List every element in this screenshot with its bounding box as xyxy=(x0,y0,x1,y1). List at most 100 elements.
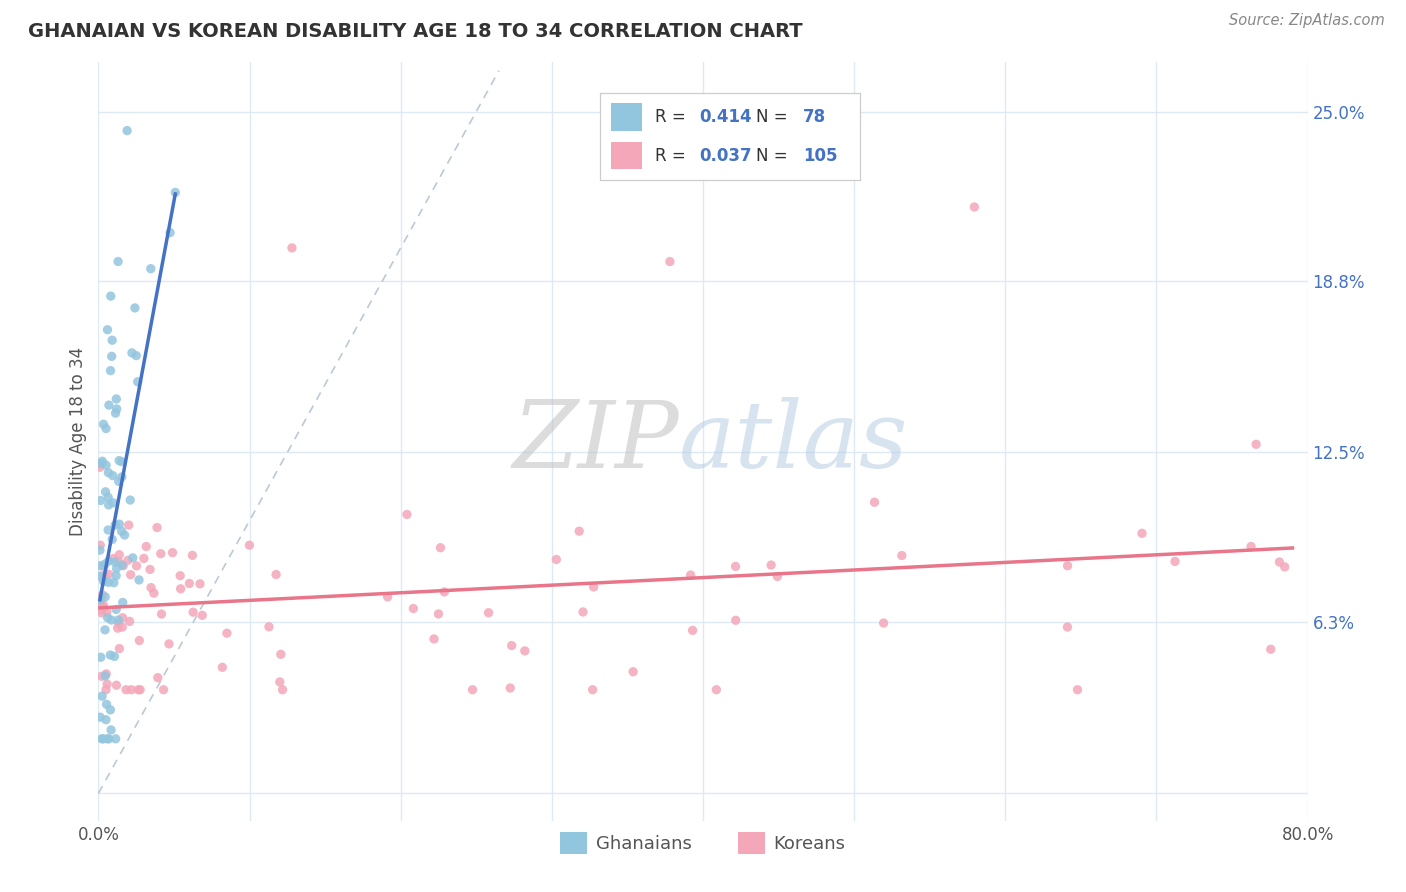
Point xyxy=(211,660,233,674)
Point xyxy=(872,615,894,630)
Point xyxy=(264,567,287,582)
Point xyxy=(963,200,986,214)
Point xyxy=(402,601,425,615)
Point xyxy=(91,689,114,703)
Point xyxy=(89,460,111,475)
Point xyxy=(91,731,114,746)
Point xyxy=(582,580,605,594)
Point xyxy=(120,682,142,697)
Point xyxy=(682,624,704,638)
Point xyxy=(105,561,128,575)
Point xyxy=(89,569,111,583)
Point xyxy=(105,392,128,406)
Point xyxy=(107,616,129,631)
Point xyxy=(149,547,172,561)
Point xyxy=(101,533,124,547)
Point xyxy=(115,682,138,697)
Point xyxy=(105,678,128,692)
Point xyxy=(111,455,134,469)
Point xyxy=(104,406,127,420)
Point xyxy=(238,538,260,552)
Text: atlas: atlas xyxy=(679,397,908,486)
Point xyxy=(581,682,603,697)
Point xyxy=(257,620,280,634)
Point xyxy=(97,491,120,505)
Point xyxy=(377,590,399,604)
Point xyxy=(97,523,120,537)
Point xyxy=(1164,554,1187,568)
Point xyxy=(94,590,117,604)
Point xyxy=(568,524,591,538)
Point xyxy=(1244,437,1267,451)
Point xyxy=(191,608,214,623)
Point xyxy=(546,552,568,566)
Point xyxy=(139,261,162,276)
Point xyxy=(108,453,131,467)
Point xyxy=(766,569,789,583)
Point xyxy=(90,669,112,683)
Point xyxy=(704,682,727,697)
Point xyxy=(96,698,118,712)
Point xyxy=(107,254,129,268)
Point xyxy=(1260,642,1282,657)
Point xyxy=(157,637,180,651)
Point xyxy=(93,417,115,432)
Point xyxy=(1056,620,1078,634)
Point xyxy=(107,621,129,635)
Text: GHANAIAN VS KOREAN DISABILITY AGE 18 TO 34 CORRELATION CHART: GHANAIAN VS KOREAN DISABILITY AGE 18 TO … xyxy=(28,22,803,41)
Point xyxy=(118,615,141,629)
Point xyxy=(96,323,118,337)
Point xyxy=(100,613,122,627)
Point xyxy=(111,620,134,634)
Point xyxy=(132,551,155,566)
Point xyxy=(150,607,173,621)
Point xyxy=(101,333,124,347)
Point xyxy=(124,301,146,315)
Point xyxy=(120,567,142,582)
Point xyxy=(96,677,118,691)
Point xyxy=(117,553,139,567)
Text: ZIP: ZIP xyxy=(512,397,679,486)
Point xyxy=(499,681,522,695)
Point xyxy=(125,349,148,363)
Point xyxy=(107,475,129,489)
Point xyxy=(111,595,134,609)
Point xyxy=(101,468,124,483)
Point xyxy=(281,241,304,255)
Point xyxy=(104,555,127,569)
Point xyxy=(103,575,125,590)
Point xyxy=(100,703,122,717)
Point xyxy=(94,713,117,727)
Point xyxy=(429,541,451,555)
Point xyxy=(105,602,128,616)
Point xyxy=(101,496,124,510)
Point xyxy=(121,550,143,565)
Point xyxy=(91,454,114,468)
Point xyxy=(169,582,191,596)
Point xyxy=(90,493,112,508)
Point xyxy=(89,538,111,552)
Point xyxy=(1274,559,1296,574)
Point xyxy=(91,600,114,615)
Point xyxy=(97,575,120,590)
Point xyxy=(120,493,142,508)
Point xyxy=(93,574,115,589)
Point xyxy=(128,633,150,648)
Point xyxy=(679,568,702,582)
Point xyxy=(111,558,134,573)
Point xyxy=(97,554,120,568)
Point xyxy=(188,577,211,591)
Point xyxy=(93,559,115,574)
Point xyxy=(111,524,134,539)
Point xyxy=(427,607,450,621)
Point xyxy=(127,375,149,389)
Point xyxy=(93,568,115,582)
Point xyxy=(724,559,747,574)
Point xyxy=(1268,555,1291,569)
Point xyxy=(89,596,111,610)
Point xyxy=(513,644,536,658)
Point xyxy=(127,682,149,697)
Point xyxy=(461,682,484,697)
Point xyxy=(89,710,111,724)
Point xyxy=(142,586,165,600)
